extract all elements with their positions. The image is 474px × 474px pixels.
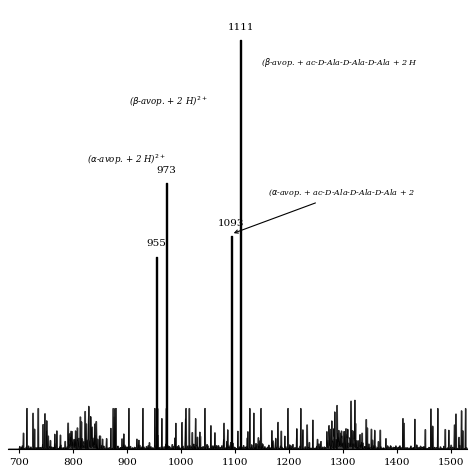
Text: ($\alpha$-avop. + 2 H)$^{2+}$: ($\alpha$-avop. + 2 H)$^{2+}$ — [87, 152, 166, 166]
Text: ($\beta$-avop. + 2 H)$^{2+}$: ($\beta$-avop. + 2 H)$^{2+}$ — [129, 95, 208, 109]
Text: 955: 955 — [146, 239, 166, 248]
Text: 973: 973 — [156, 166, 176, 175]
Text: ($\beta$-avop. + ac-D-Ala-D-Ala-D-Ala + 2 H: ($\beta$-avop. + ac-D-Ala-D-Ala-D-Ala + … — [261, 56, 418, 69]
Text: 1111: 1111 — [228, 22, 254, 31]
Text: ($\alpha$-avop. + ac-D-Ala-D-Ala-D-Ala + 2: ($\alpha$-avop. + ac-D-Ala-D-Ala-D-Ala +… — [235, 187, 415, 233]
Text: 1093: 1093 — [218, 219, 244, 228]
